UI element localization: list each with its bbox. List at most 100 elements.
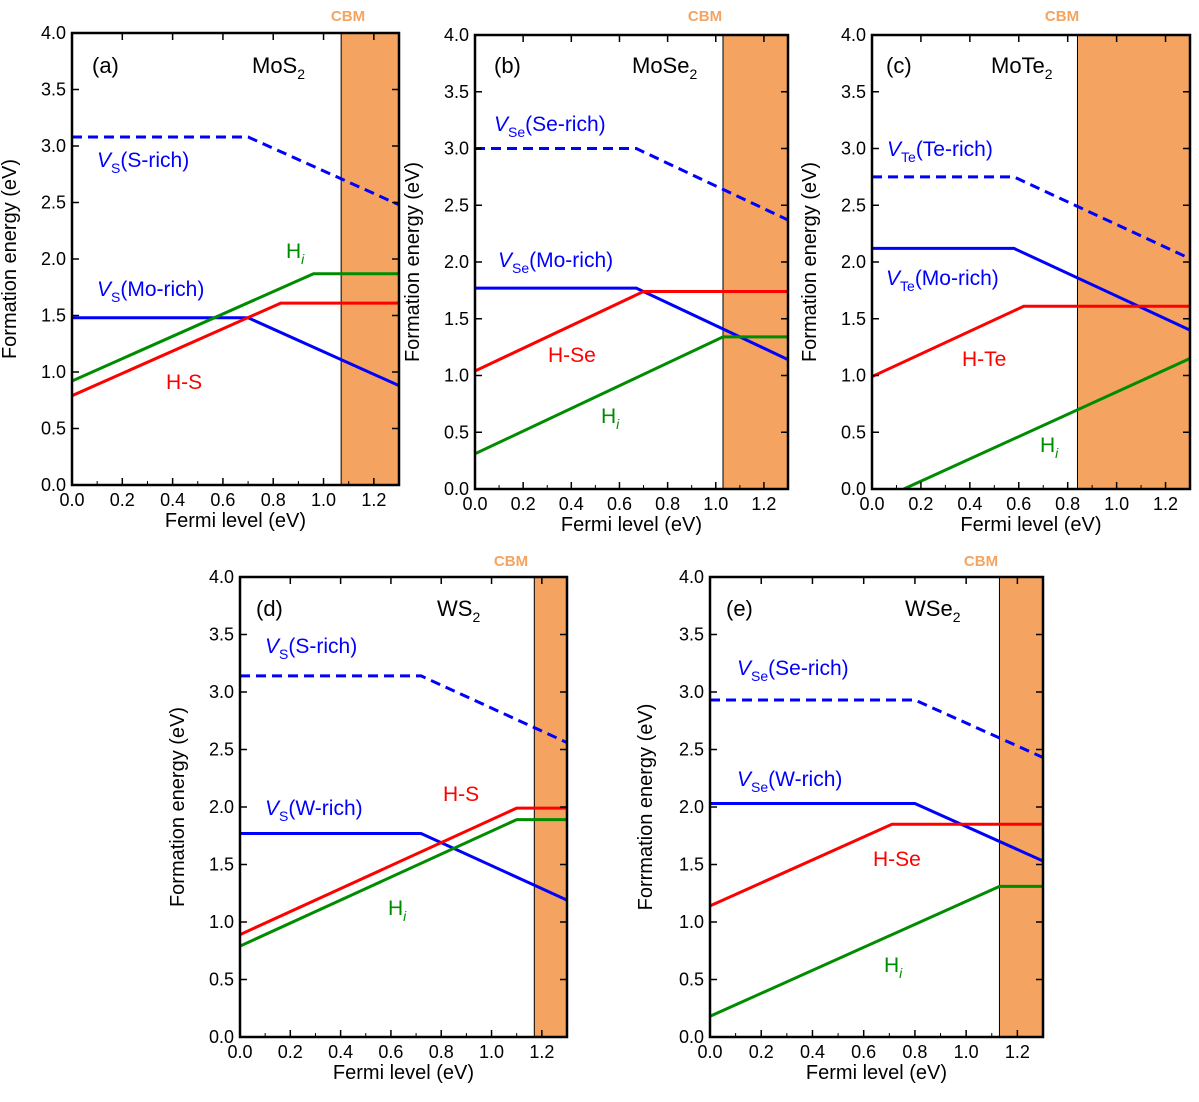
series-group: [475, 147, 788, 456]
panel-label: (a): [92, 53, 119, 78]
y-tick-label: 2.0: [841, 252, 866, 272]
x-tick-label: 1.0: [954, 1042, 979, 1062]
material-label: MoSe2: [632, 53, 697, 82]
y-tick-label: 1.0: [209, 912, 234, 932]
y-tick-label: 0.5: [41, 419, 66, 439]
series-line-v-se-se-rich-: [710, 698, 1043, 759]
x-tick-label: 0.2: [908, 494, 933, 514]
y-tick-label: 3.0: [841, 139, 866, 159]
y-axis-title: Formation energy (eV): [799, 162, 821, 362]
series-line-h-i: [475, 335, 788, 456]
y-tick-label: 0.5: [209, 970, 234, 990]
cbm-label: CBM: [1045, 8, 1079, 25]
panel-c: CBM 0.0 0.2 0.4 0.6 0.8 1.0 1.2 0.0 0.5 1.0 1.5 2.0 2…: [799, 8, 1192, 536]
x-tick-label: 0.6: [607, 494, 632, 514]
series-label: VTe(Mo-rich): [886, 267, 999, 294]
series-label: VSe(Se-rich): [494, 113, 606, 140]
series-label: VSe(W-rich): [737, 768, 842, 795]
panel-a: CBM 0.0 0.2 0.4 0.6 0.8 1.0 1.2 0.0 0.5 1.0 1.5 2.0 2…: [0, 8, 401, 532]
x-tick-label: 0.0: [697, 1042, 722, 1062]
y-tick-label: 0.0: [41, 475, 66, 495]
x-tick-label: 1.0: [1104, 494, 1129, 514]
y-tick-label: 3.0: [209, 682, 234, 702]
y-tick-label: 2.5: [41, 193, 66, 213]
series-label: Hi: [601, 405, 620, 432]
x-tick-label: 0.6: [1006, 494, 1031, 514]
y-tick-label: 1.5: [841, 309, 866, 329]
y-tick-label: 2.0: [41, 249, 66, 269]
series-line-h-te: [872, 304, 1190, 378]
series-label: H-Se: [873, 848, 921, 871]
series-label: H-Se: [548, 344, 596, 367]
y-tick-label: 3.0: [444, 139, 469, 159]
x-tick-label: 0.4: [800, 1042, 825, 1062]
y-tick-label: 0.5: [444, 422, 469, 442]
series-line-h-i: [72, 272, 399, 383]
series-label: VSe(Se-rich): [737, 657, 849, 684]
material-label: MoS2: [252, 53, 305, 82]
series-label: VS(Mo-rich): [97, 278, 204, 305]
x-tick-label: 0.8: [429, 1042, 454, 1062]
panel-label: (b): [494, 53, 521, 78]
y-tick-label: 0.0: [841, 479, 866, 499]
panel-label: (e): [726, 596, 753, 621]
panel-d: CBM 0.0 0.2 0.4 0.6 0.8 1.0 1.2 0.0 0.5 1.0 1.5 2.0 2…: [167, 553, 569, 1084]
x-tick-label: 0.2: [749, 1042, 774, 1062]
panel-label: (c): [886, 53, 912, 78]
panel-label: (d): [256, 596, 283, 621]
x-axis-title: Fermi level (eV): [806, 1062, 947, 1084]
x-tick-label: 0.2: [511, 494, 536, 514]
y-tick-label: 1.0: [679, 912, 704, 932]
y-tick-label: 1.5: [679, 855, 704, 875]
y-tick-label: 4.0: [209, 567, 234, 587]
series-line-v-s-s-rich-: [240, 674, 567, 744]
y-tick-label: 4.0: [679, 567, 704, 587]
y-axis-title: Formation energy (eV): [402, 162, 424, 362]
y-tick-label: 2.5: [841, 195, 866, 215]
series-line-h-i: [710, 884, 1043, 1018]
cbm-label: CBM: [964, 553, 998, 570]
x-tick-label: 0.8: [655, 494, 680, 514]
x-tick-label: 0.0: [859, 494, 884, 514]
series-line-h-s: [72, 301, 399, 398]
series-line-h-se: [475, 290, 788, 373]
series-line-v-s-w-rich-: [240, 832, 567, 902]
y-tick-label: 3.0: [41, 136, 66, 156]
y-tick-label: 3.5: [209, 625, 234, 645]
y-tick-label: 1.0: [41, 362, 66, 382]
y-axis-title: Formation energy (eV): [167, 707, 189, 907]
panel-e: CBM 0.0 0.2 0.4 0.6 0.8 1.0 1.2 0.0 0.5 1.0 1.5 2.0 2…: [635, 553, 1045, 1084]
material-label: WS2: [437, 596, 480, 625]
series-line-h-i: [903, 357, 1190, 489]
y-tick-label: 0.0: [444, 479, 469, 499]
y-tick-label: 2.0: [209, 797, 234, 817]
x-tick-label: 0.0: [227, 1042, 252, 1062]
series-group: [710, 698, 1043, 1018]
series-line-v-se-w-rich-: [710, 802, 1043, 863]
y-tick-label: 2.0: [679, 797, 704, 817]
cbm-region: [1077, 35, 1190, 489]
panel-b: CBM 0.0 0.2 0.4 0.6 0.8 1.0 1.2 0.0 0.5 1.0 1.5 2.0 2…: [402, 8, 790, 536]
series-line-h-s: [240, 806, 567, 936]
x-tick-label: 1.2: [751, 494, 776, 514]
y-axis-title: Formation energy (eV): [0, 159, 21, 359]
cbm-region: [341, 33, 399, 485]
y-tick-label: 3.5: [841, 82, 866, 102]
y-tick-label: 3.5: [679, 625, 704, 645]
x-tick-label: 0.4: [328, 1042, 353, 1062]
series-group: [240, 674, 567, 948]
series-label: H-S: [166, 371, 202, 394]
series-line-h-i: [240, 818, 567, 948]
y-tick-label: 1.0: [444, 366, 469, 386]
x-tick-label: 0.6: [210, 490, 235, 510]
y-tick-label: 3.5: [444, 82, 469, 102]
y-axis-title: Forrmation energy (eV): [635, 704, 657, 911]
series-label: VS(S-rich): [265, 635, 357, 662]
series-group: [872, 175, 1190, 489]
y-tick-label: 3.0: [679, 682, 704, 702]
cbm-label: CBM: [494, 553, 528, 570]
series-label: VS(W-rich): [265, 797, 363, 824]
series-label: H-S: [443, 783, 479, 806]
cbm-label: CBM: [688, 8, 722, 25]
